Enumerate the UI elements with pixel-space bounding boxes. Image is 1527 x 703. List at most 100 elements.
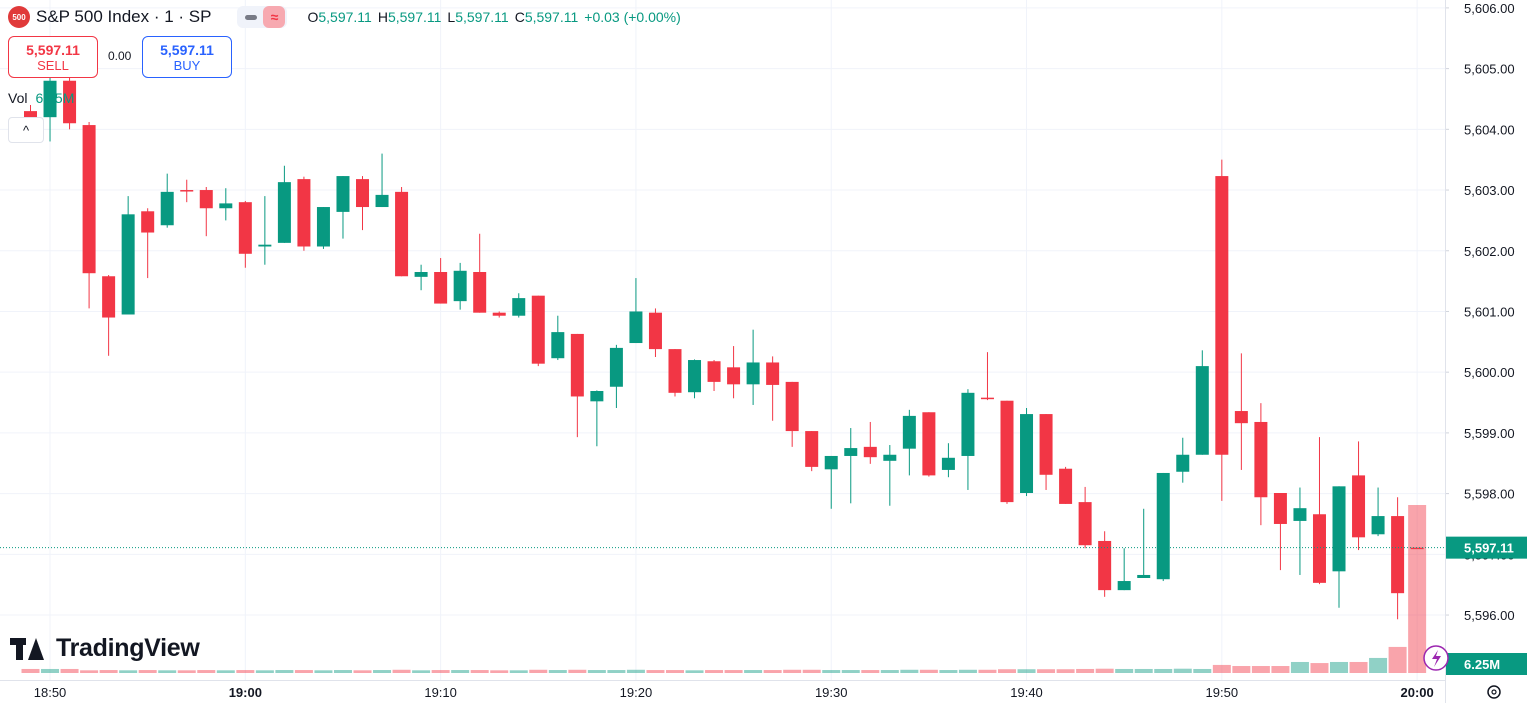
sell-price: 5,597.11 xyxy=(26,41,80,58)
settings-icon-center xyxy=(1491,689,1497,695)
candle-body xyxy=(1391,516,1405,594)
candle-body xyxy=(258,244,272,247)
candle-body xyxy=(1078,502,1092,546)
buy-label: BUY xyxy=(173,57,201,73)
volume-bar xyxy=(548,670,567,673)
volume-legend: Vol 6.25M xyxy=(8,90,74,106)
volume-bar xyxy=(958,669,977,673)
volume-bar xyxy=(1193,668,1212,673)
symbol-title[interactable]: S&P 500 Index · 1 · SP xyxy=(36,7,212,26)
y-tick-label: 5,602.00 xyxy=(1464,244,1515,259)
x-tick-label: 19:50 xyxy=(1206,685,1239,700)
volume-bar xyxy=(783,669,802,673)
candle-body xyxy=(883,454,897,461)
volume-bar xyxy=(490,670,509,673)
ohlc: O 5,597.11 H 5,597.11 L 5,597.11 C 5,597.11 … xyxy=(307,9,686,25)
volume-bar xyxy=(21,668,40,673)
y-tick-label: 5,605.00 xyxy=(1464,62,1515,77)
volume-bar xyxy=(626,669,645,673)
volume-badge-label: 6.25M xyxy=(1464,657,1500,672)
candle-body xyxy=(1332,486,1346,572)
candle-body xyxy=(629,311,643,344)
chart-toggle[interactable]: ≈ xyxy=(237,6,288,28)
volume-bar xyxy=(763,670,782,673)
candle-body xyxy=(512,298,526,316)
y-tick-label: 5,599.00 xyxy=(1464,426,1515,441)
volume-bar xyxy=(138,670,157,673)
candle-body xyxy=(336,176,350,212)
volume-bar xyxy=(1212,664,1231,673)
ohlc-key: C xyxy=(514,9,525,25)
candle-body xyxy=(102,276,116,318)
candle-body xyxy=(805,431,819,467)
y-tick-label: 5,606.00 xyxy=(1464,1,1515,16)
candle-body xyxy=(902,415,916,449)
volume-bar xyxy=(880,670,899,673)
volume-bar xyxy=(900,669,919,673)
candle-body xyxy=(1039,414,1053,475)
candle-body xyxy=(668,349,682,393)
candle-body xyxy=(395,191,409,277)
last-price-label: 5,597.11 xyxy=(1464,541,1514,556)
volume-bar xyxy=(1154,668,1173,673)
candle-body xyxy=(727,367,741,385)
candle-body xyxy=(414,272,428,277)
collapse-button[interactable]: ^ xyxy=(8,117,44,143)
candle-body xyxy=(277,182,291,243)
x-tick-label: 19:30 xyxy=(815,685,848,700)
y-tick-label: 5,600.00 xyxy=(1464,365,1515,380)
volume-key: Vol xyxy=(8,90,28,106)
candle-body xyxy=(180,190,194,192)
ohlc-key: L xyxy=(447,9,456,25)
x-tick-label: 19:10 xyxy=(424,685,457,700)
candle-body xyxy=(82,125,96,274)
candle-body xyxy=(1137,574,1151,578)
volume-bar xyxy=(529,669,548,673)
volume-bar xyxy=(60,668,79,673)
volume-bar xyxy=(1310,663,1329,673)
candle-body xyxy=(1098,540,1112,591)
volume-bar xyxy=(1173,668,1192,673)
volume-bar xyxy=(392,669,411,673)
buy-button[interactable]: 5,597.11 BUY xyxy=(142,36,232,78)
volume-bar xyxy=(861,670,880,673)
candle-body xyxy=(824,455,838,470)
volume-bar xyxy=(333,670,352,673)
volume-bar xyxy=(978,669,997,673)
candle-body xyxy=(1176,454,1190,472)
volume-bar xyxy=(373,670,392,673)
sell-button[interactable]: 5,597.11 SELL xyxy=(8,36,98,78)
volume-bar xyxy=(509,670,528,673)
volume-bar xyxy=(1037,669,1056,673)
buy-price: 5,597.11 xyxy=(160,41,214,58)
candle-body xyxy=(356,179,370,208)
candle-body xyxy=(1195,366,1209,455)
candle-body xyxy=(766,362,780,385)
candle-body xyxy=(1254,421,1268,498)
ohlc-key: H xyxy=(377,9,388,25)
volume-bar xyxy=(665,670,684,673)
x-tick-label: 20:00 xyxy=(1401,685,1434,700)
volume-bar xyxy=(1290,661,1309,673)
volume-bar xyxy=(470,670,489,673)
candle-body xyxy=(297,179,311,247)
candle-body xyxy=(199,190,213,209)
volume-bar xyxy=(119,670,138,673)
volume-bar xyxy=(41,668,60,673)
candle-body xyxy=(1371,516,1385,535)
volume-bar xyxy=(1369,657,1388,673)
volume-bar xyxy=(1115,668,1134,673)
candle-body xyxy=(375,194,389,208)
volume-bar xyxy=(451,670,470,673)
candle-body xyxy=(1215,176,1229,455)
y-tick-label: 5,598.00 xyxy=(1464,487,1515,502)
candle-body xyxy=(160,191,174,226)
volume-bar xyxy=(1349,661,1368,673)
candle-body xyxy=(863,446,877,458)
candle-body xyxy=(1352,475,1366,538)
candle-body xyxy=(238,202,252,254)
ohlc-value: 5,597.11 xyxy=(455,9,509,25)
candle-body xyxy=(219,203,233,209)
settings-icon[interactable] xyxy=(1487,685,1501,699)
